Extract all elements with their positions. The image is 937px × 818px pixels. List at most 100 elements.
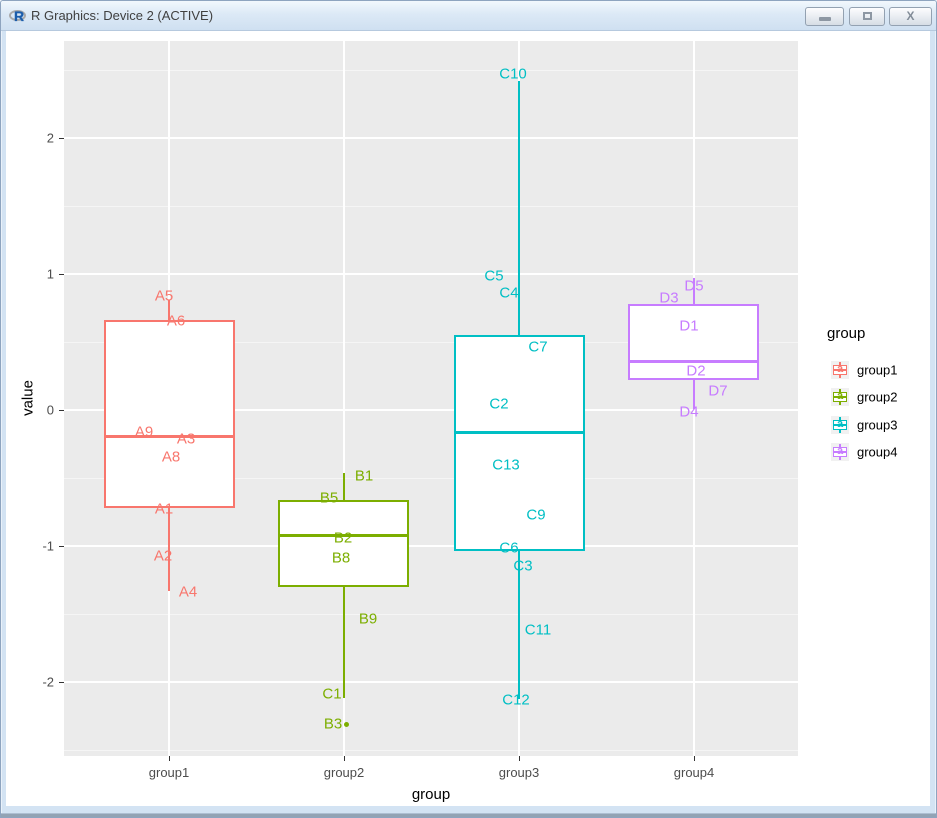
gridline-major-y <box>64 137 798 139</box>
point-label-a9: A9 <box>134 423 154 441</box>
point-label-c2: C2 <box>489 395 509 413</box>
boxplot-whisker-upper-group3 <box>518 81 520 335</box>
legend-key-median <box>833 451 847 453</box>
point-label-b3: B3 <box>323 715 343 733</box>
legend-key-median <box>833 369 847 371</box>
legend-label-group1[interactable]: group1 <box>857 362 898 378</box>
point-label-c7: C7 <box>528 338 548 356</box>
boxplot-box-group4 <box>628 304 759 380</box>
maximize-button[interactable] <box>849 7 885 26</box>
window-bottom-border <box>1 813 936 817</box>
point-label-c9: C9 <box>526 506 546 524</box>
y-axis-tick-label: 0 <box>46 402 54 418</box>
point-label-a5: A5 <box>154 287 174 305</box>
point-label-b5: B5 <box>319 489 339 507</box>
boxplot-median-group2 <box>278 534 409 537</box>
point-label-b8: B8 <box>331 549 351 567</box>
y-axis-tick <box>59 274 64 275</box>
boxplot-box-group2 <box>278 500 409 587</box>
window-titlebar[interactable]: R R Graphics: Device 2 (ACTIVE) X <box>1 1 936 31</box>
gridline-minor-y <box>64 478 798 479</box>
legend-label-group2[interactable]: group2 <box>857 389 898 405</box>
legend-key-group1[interactable]: a <box>831 361 849 379</box>
gridline-major-y <box>64 681 798 683</box>
point-label-b9: B9 <box>358 610 378 628</box>
legend-label-group3[interactable]: group3 <box>857 417 898 433</box>
point-label-d7: D7 <box>708 382 728 400</box>
legend-key-letter-a: a <box>836 363 844 375</box>
boxplot-box-group3 <box>454 335 585 551</box>
boxplot-whisker-upper-group4 <box>693 278 695 304</box>
point-label-c11: C11 <box>524 621 552 639</box>
gridline-minor-y <box>64 750 798 751</box>
point-label-a6: A6 <box>166 312 186 330</box>
point-label-c1: C1 <box>322 685 342 703</box>
window-title: R Graphics: Device 2 (ACTIVE) <box>31 8 214 23</box>
point-label-b2: B2 <box>333 529 353 547</box>
point-label-c12: C12 <box>502 691 530 709</box>
gridline-major-x <box>343 41 345 756</box>
legend-label-group4[interactable]: group4 <box>857 444 898 460</box>
point-label-d1: D1 <box>679 317 699 335</box>
r-logo-icon: R <box>9 8 28 24</box>
point-label-c13: C13 <box>492 456 520 474</box>
y-axis-tick-label: 2 <box>46 130 54 146</box>
point-label-d3: D3 <box>659 289 679 307</box>
boxplot-median-group3 <box>454 431 585 434</box>
close-button[interactable]: X <box>889 7 932 26</box>
gridline-major-y <box>64 273 798 275</box>
minimize-button[interactable] <box>805 7 844 26</box>
x-axis-tick <box>694 756 695 761</box>
boxplot-median-group4 <box>628 360 759 363</box>
boxplot-whisker-lower-group3 <box>518 551 520 699</box>
point-label-a8: A8 <box>161 448 181 466</box>
boxplot-whisker-upper-group1 <box>168 300 170 320</box>
x-axis-tick-label: group3 <box>498 765 540 780</box>
point-label-a3: A3 <box>176 430 196 448</box>
point-label-d4: D4 <box>679 403 699 421</box>
y-axis-tick-label: 1 <box>46 266 54 282</box>
y-axis-tick-label: -1 <box>42 538 54 554</box>
gridline-minor-y <box>64 70 798 71</box>
y-axis-tick-label: -2 <box>42 674 54 690</box>
point-label-b1: B1 <box>354 467 374 485</box>
gridline-minor-y <box>64 342 798 343</box>
x-axis-tick <box>169 756 170 761</box>
point-label-a1: A1 <box>154 500 174 518</box>
legend-key-group2[interactable]: a <box>831 388 849 406</box>
y-axis-title: value <box>19 380 37 416</box>
boxplot-whisker-lower-group2 <box>343 587 345 698</box>
y-axis-tick <box>59 682 64 683</box>
legend-key-letter-a: a <box>836 445 844 457</box>
gridline-minor-y <box>64 206 798 207</box>
legend-key-letter-a: a <box>836 418 844 430</box>
legend-key-group3[interactable]: a <box>831 416 849 434</box>
x-axis-tick <box>344 756 345 761</box>
legend-key-median <box>833 424 847 426</box>
legend-title: group <box>827 325 866 342</box>
point-label-c6: C6 <box>499 539 519 557</box>
boxplot-whisker-upper-group2 <box>343 473 345 500</box>
point-label-d2: D2 <box>686 362 706 380</box>
y-axis-tick <box>59 546 64 547</box>
legend-key-letter-a: a <box>836 390 844 402</box>
plot-canvas: 2 1 0 -1 -2 group1 group2 group3 group4 value grou… <box>6 31 930 806</box>
legend-key-median <box>833 396 847 398</box>
x-axis-title: group <box>411 786 451 803</box>
point-label-d5: D5 <box>684 277 704 295</box>
gridline-minor-y <box>64 614 798 615</box>
y-axis-tick <box>59 138 64 139</box>
point-label-c5: C5 <box>484 267 504 285</box>
boxplot-whisker-lower-group4 <box>693 380 695 409</box>
gridline-major-y <box>64 409 798 411</box>
point-label-c4: C4 <box>499 284 519 302</box>
legend-key-group4[interactable]: a <box>831 443 849 461</box>
boxplot-median-group1 <box>104 435 235 438</box>
point-label-c3: C3 <box>513 557 533 575</box>
boxplot-whisker-lower-group1 <box>168 508 170 591</box>
x-axis-tick-label: group1 <box>148 765 190 780</box>
point-label-c10: C10 <box>499 65 527 83</box>
x-axis-tick-label: group4 <box>673 765 715 780</box>
gridline-major-y <box>64 545 798 547</box>
